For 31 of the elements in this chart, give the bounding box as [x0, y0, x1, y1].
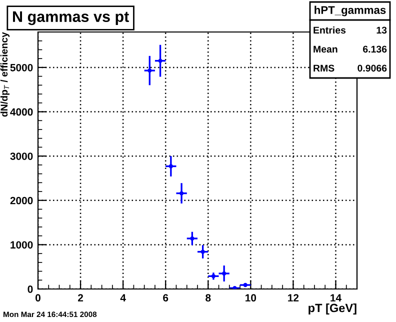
- chart-title: N gammas vs pt: [13, 11, 129, 26]
- x-tick-label: 0: [36, 294, 40, 302]
- point: [222, 271, 226, 276]
- y-tick-label: 2000: [10, 196, 33, 204]
- text: 6.136: [363, 46, 387, 53]
- x-tick-label: 4: [120, 294, 126, 302]
- point: [179, 191, 184, 196]
- y-tick-label: 4000: [10, 108, 33, 116]
- point: [158, 58, 162, 63]
- annotation: RMS: [314, 64, 334, 72]
- annotation: Mean: [314, 46, 338, 53]
- x-tick-label: 12: [288, 294, 299, 302]
- x-tick-label: 10: [246, 294, 256, 302]
- x-tick-label: 14: [330, 294, 342, 302]
- point: [190, 236, 194, 241]
- x-tick-label: 6: [163, 294, 168, 302]
- y-tick-label: 1000: [10, 241, 33, 249]
- text: hPT_gammas: [314, 6, 386, 16]
- text: 0.9066: [358, 64, 387, 72]
- x-axis-title: pT [GeV]: [308, 303, 356, 315]
- y-tick-label: 0: [28, 286, 33, 293]
- y-axis-title: dN/dp$_{T}$ / efficiency: [0, 32, 10, 117]
- point: [168, 164, 173, 168]
- y-tick-label: 5000: [10, 64, 33, 72]
- x-tick-label: 2: [78, 294, 84, 302]
- annotation: Entries: [314, 26, 346, 34]
- y-tick-label: 3000: [10, 152, 33, 160]
- text: 13: [376, 26, 387, 34]
- x-tick-label: 8: [206, 294, 211, 302]
- point: [200, 250, 205, 254]
- point: [148, 68, 152, 73]
